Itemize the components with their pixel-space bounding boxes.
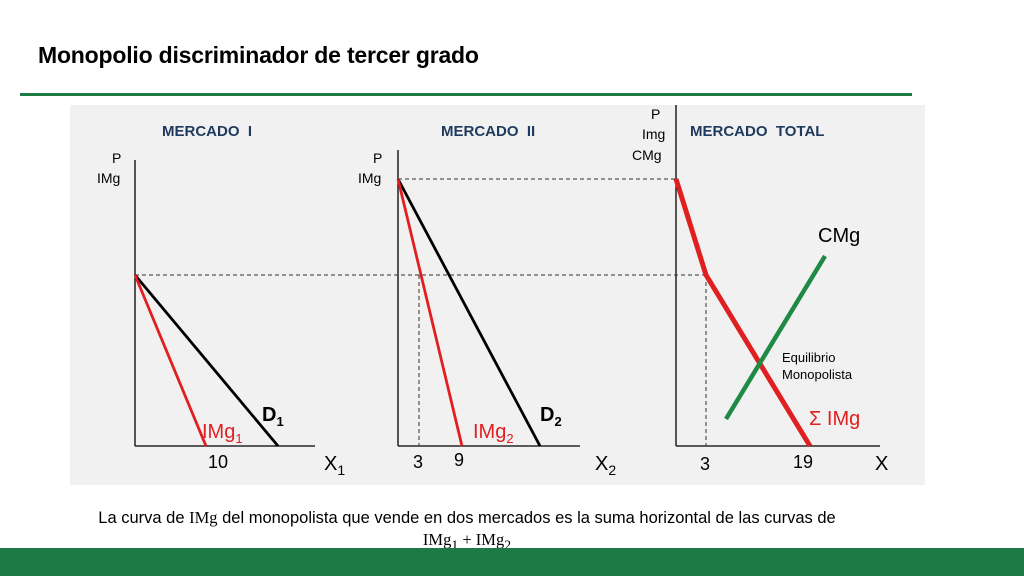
market-total-y-label-img: Img bbox=[642, 126, 665, 142]
market-2-demand-label: D2 bbox=[540, 404, 562, 429]
monopoly-diagram: MERCADO I MERCADO II MERCADO TOTAL P IMg… bbox=[97, 105, 888, 478]
market-2-y-label-img: IMg bbox=[358, 170, 381, 186]
market-1-marginal-revenue-label: IMg1 bbox=[202, 421, 243, 446]
market-1-heading: MERCADO I bbox=[162, 123, 252, 140]
market-total-y-label-p: P bbox=[651, 106, 660, 122]
market-1-demand-curve bbox=[133, 274, 280, 447]
marginal-cost-curve bbox=[724, 254, 827, 421]
market-2-marginal-revenue-curve bbox=[396, 178, 464, 447]
market-2-heading: MERCADO II bbox=[441, 123, 535, 140]
footer-bar bbox=[0, 548, 1024, 576]
market-1-y-label-img: IMg bbox=[97, 170, 120, 186]
equilibrium-label-line1: Equilibrio bbox=[782, 350, 835, 365]
market-1-x-label: X1 bbox=[324, 453, 345, 478]
market-2-marginal-revenue-label: IMg2 bbox=[473, 421, 514, 446]
market-total-x-label: X bbox=[875, 453, 888, 475]
market-total-tick-3: 3 bbox=[700, 454, 710, 474]
caption-text-start: La curva de bbox=[98, 509, 190, 527]
market-total-tick-19: 19 bbox=[793, 452, 813, 472]
market-total-y-label-cmg: CMg bbox=[632, 147, 662, 163]
market-2-x-label: X2 bbox=[595, 453, 616, 478]
market-1-tick-10: 10 bbox=[208, 452, 228, 472]
title-underline bbox=[20, 93, 912, 96]
market-2-tick-3: 3 bbox=[413, 452, 423, 472]
caption-text-end: del monopolista que vende en dos mercado… bbox=[217, 509, 836, 527]
market-1-demand-label: D1 bbox=[262, 404, 284, 429]
slide-title: Monopolio discriminador de tercer grado bbox=[38, 42, 479, 68]
market-total-heading: MERCADO TOTAL bbox=[690, 123, 824, 140]
market-1-marginal-revenue-curve bbox=[133, 274, 208, 447]
diagram-panel: MERCADO I MERCADO II MERCADO TOTAL P IMg… bbox=[70, 105, 925, 485]
caption-formula: IMg1 + IMg2 bbox=[422, 530, 512, 553]
market-2-tick-9: 9 bbox=[454, 450, 464, 470]
sum-marginal-revenue-label: Σ IMg bbox=[809, 408, 860, 430]
caption-term-img: IMg bbox=[189, 508, 218, 527]
market-1-y-label-p: P bbox=[112, 150, 121, 166]
caption: La curva de IMg del monopolista que vend… bbox=[0, 507, 934, 556]
market-2-y-label-p: P bbox=[373, 150, 382, 166]
sum-marginal-revenue-curve bbox=[673, 178, 813, 448]
equilibrium-label-line2: Monopolista bbox=[782, 367, 853, 382]
market-2-demand-curve bbox=[396, 178, 542, 447]
marginal-cost-label: CMg bbox=[818, 225, 860, 247]
